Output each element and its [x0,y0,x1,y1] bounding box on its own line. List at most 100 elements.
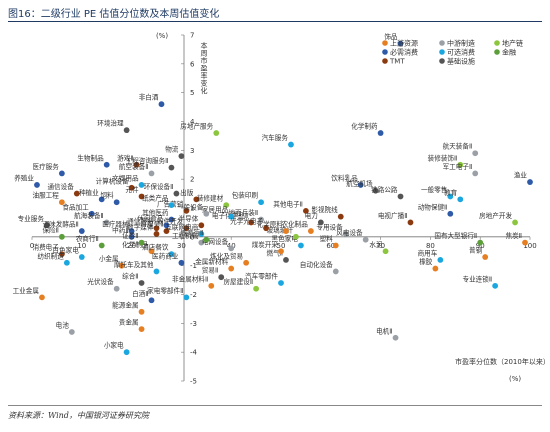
point-label: 游戏Ⅱ [117,153,133,162]
data-point [148,170,155,177]
x-axis-title: 市盈率分位数（2010年以来） [455,357,550,366]
point-label: 纺织制造 [37,251,64,260]
data-point [307,228,314,234]
point-label: 摩托车及其他 [114,260,154,269]
point-label: 家居用品 [202,205,229,214]
point-label: 通信服务 [127,217,154,226]
point-label: 化学原料 [257,220,284,229]
point-label: 医疗服务 [33,162,60,171]
data-point [457,161,464,168]
data-point [128,228,135,234]
data-point [128,184,135,191]
point-label: 航空机场 [346,179,373,188]
data-point [372,187,379,194]
point-label: 电视广播Ⅱ [378,211,408,220]
point-label: 动物保健Ⅱ [418,202,448,211]
y-axis-title: 本周市盈率变化 [200,41,208,95]
data-point [118,262,125,269]
data-point [492,282,499,289]
data-point [397,40,404,47]
data-point [158,101,165,108]
data-point [228,265,235,272]
data-point [377,130,384,136]
data-point [223,202,230,209]
legend-label: 基础设施 [447,57,475,66]
point-label: 油服工程 [33,191,60,200]
data-point [472,150,479,157]
data-point [58,170,65,177]
legend-marker [494,49,500,55]
data-point [293,233,299,240]
point-label: 贵金属 [119,318,139,327]
point-label: 工业金属 [13,286,39,295]
legend-label: TMT [389,58,405,66]
point-label: 自动化设备 [300,260,333,269]
legend-marker [382,58,388,64]
data-point [447,193,454,200]
data-point [183,207,190,214]
point-label: 光学光电子 [230,217,263,226]
y-tick-label: -2 [190,291,197,299]
point-label: 元件 [125,185,139,194]
point-label: 化学制药 [351,122,378,131]
point-label: 燃气Ⅱ [267,248,283,257]
point-label: 非白酒 [139,93,159,102]
point-label: 航天装备Ⅱ [443,142,473,151]
y-tick-label: -3 [190,320,197,328]
point-label: 保险Ⅱ [42,225,58,234]
data-point [362,236,369,243]
point-label: 白酒Ⅱ [132,289,148,298]
point-label: 电网设备 [202,237,229,246]
source-divider [8,405,542,406]
data-point [78,254,85,260]
legend-marker [382,40,388,46]
title-divider [8,21,542,22]
point-label: 地面兵装Ⅱ [228,208,258,217]
x-tick-label: 30 [177,242,186,250]
data-point [457,196,464,203]
data-point [183,225,190,232]
point-label: 其他电子Ⅱ [273,199,303,208]
x-tick-label: 50 [277,242,286,250]
point-label: 国有大型银行Ⅱ [434,231,477,240]
data-point [39,294,45,301]
data-point [243,259,250,266]
point-label: 电池 [56,320,70,329]
data-point [73,190,80,197]
point-label: 出版 [180,188,194,197]
point-label: 调味发酵品Ⅱ [43,220,79,229]
x-tick-label: 60 [326,242,335,250]
y-tick-label: 1 [190,205,194,213]
x-tick-label: 100 [523,242,536,250]
data-point [44,222,50,229]
data-point [283,257,289,263]
data-point [123,127,130,134]
data-point [203,236,210,243]
data-point [437,257,444,263]
data-point [512,219,518,226]
x-tick-label: 80 [426,242,435,250]
legend-label: 金融 [502,48,516,57]
point-label: 光伏设备 [87,277,114,286]
point-label: 炼化及贸易 [210,251,243,260]
point-label: 塑料 [320,234,334,243]
data-point [392,334,399,341]
point-label: 种植业 [79,188,99,197]
point-label: 计算机设备 [96,176,129,185]
point-label: 农化制品 [282,220,309,229]
data-point [168,164,175,171]
y-tick-label: 2 [190,176,194,184]
point-label: 其他医药 [142,208,169,217]
legend-marker [439,58,445,64]
point-label: 装修装饰Ⅱ [428,153,458,162]
point-label: 一般零售 [421,185,447,194]
data-point [163,228,170,234]
x-tick-label: 0 [30,242,34,250]
data-point [208,282,215,289]
data-point [103,161,110,168]
point-label: 中药Ⅱ [112,225,128,234]
point-label: 物流 [165,145,179,154]
data-point [98,196,105,203]
point-label: IT服务Ⅱ [141,220,163,229]
